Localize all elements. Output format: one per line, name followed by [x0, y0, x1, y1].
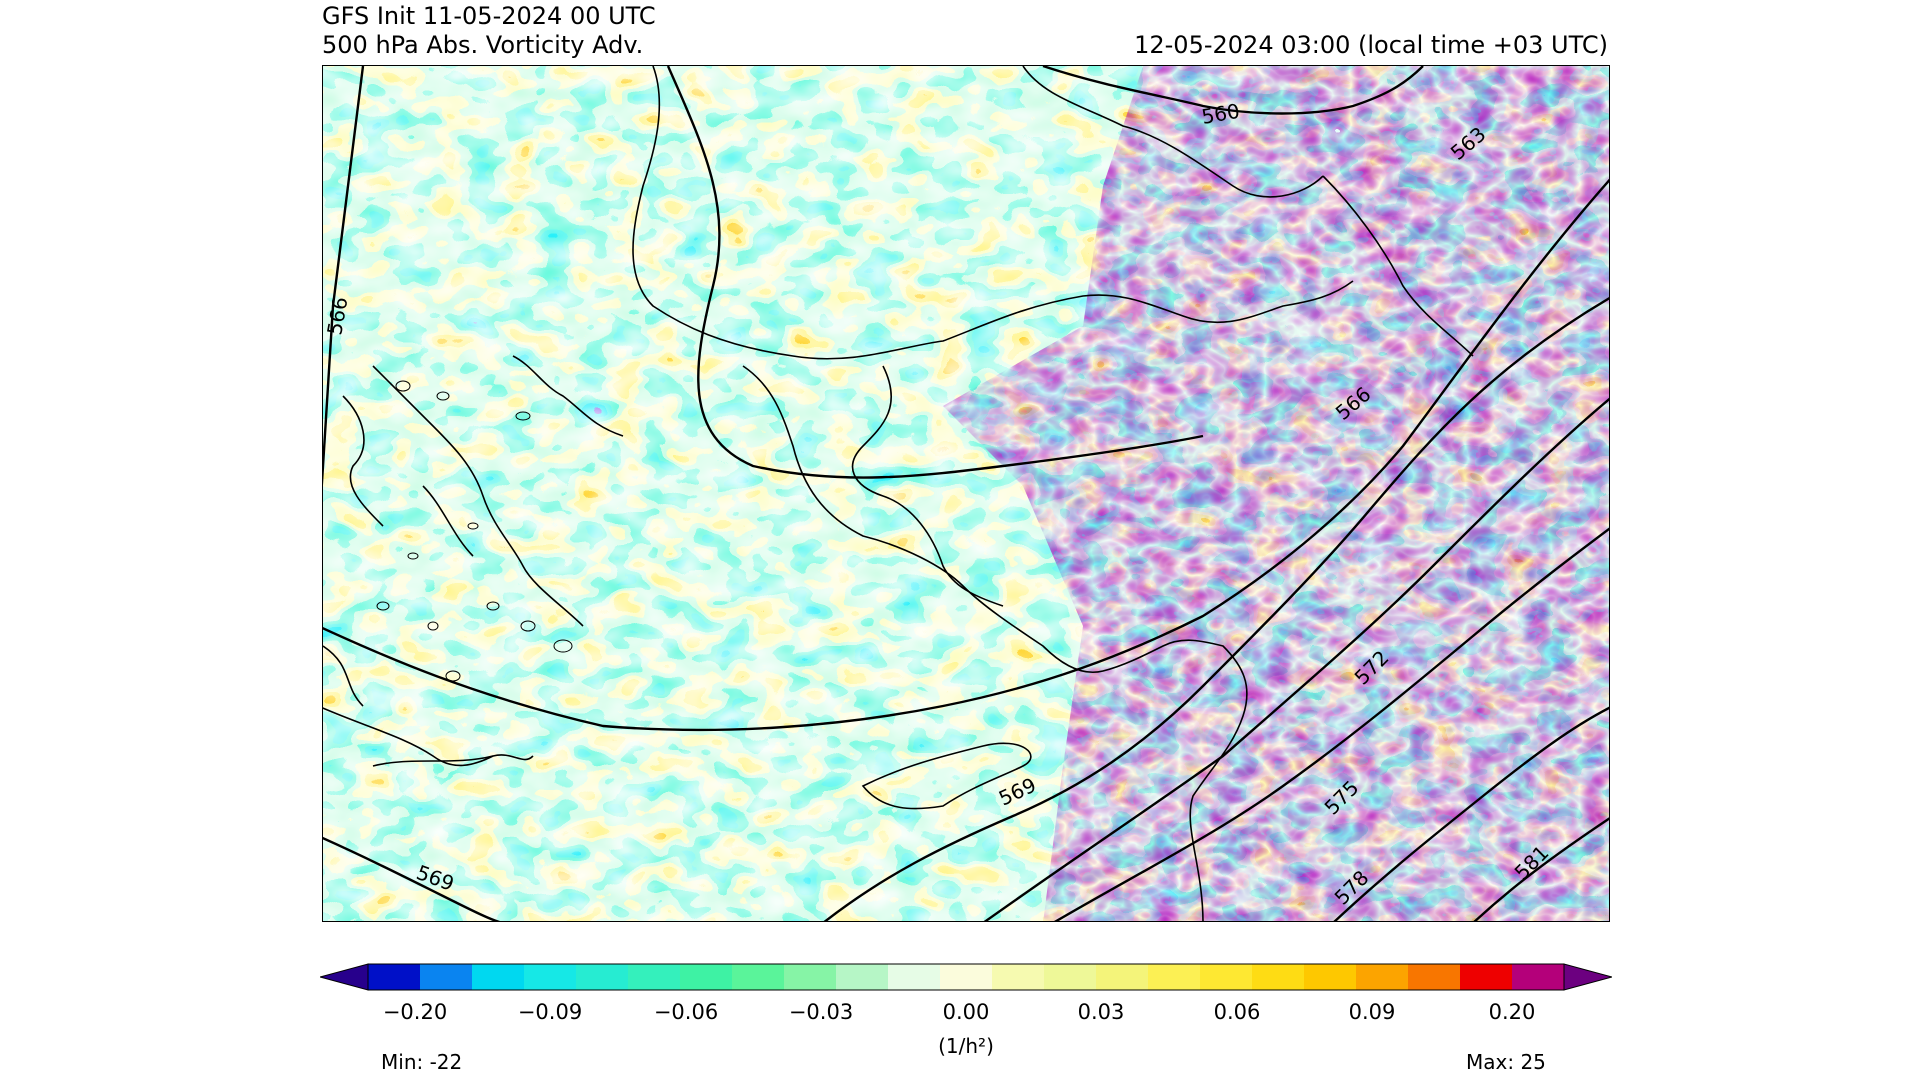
colorbar-segment: [524, 964, 577, 990]
colorbar-min-extend-arrow: [320, 963, 369, 991]
colorbar-tick-label: −0.03: [788, 1000, 854, 1024]
colorbar-tick-label: 0.20: [1488, 1000, 1536, 1024]
colorbar-segments: [368, 964, 1565, 990]
map-canvas: 560 563 566 566 569 569 572 575 578 581: [323, 66, 1609, 921]
map-title: GFS Init 11-05-2024 00 UTC 500 hPa Abs. …: [322, 2, 656, 60]
coastlines: [323, 66, 1474, 921]
colorbar-segment: [1460, 964, 1513, 990]
vorticity-advection-map: 560 563 566 566 569 569 572 575 578 581: [322, 65, 1610, 922]
colorbar-segment: [1148, 964, 1201, 990]
colorbar-segment: [628, 964, 681, 990]
colorbar-tick-labels: −0.20 −0.09 −0.06 −0.03 0.00 0.03 0.06 0…: [0, 1000, 1918, 1030]
colorbar-tick-label: −0.06: [653, 1000, 719, 1024]
colorbar-segment: [420, 964, 473, 990]
colorbar-segment: [472, 964, 525, 990]
colorbar-tick-label: 0.06: [1213, 1000, 1261, 1024]
field-name-label: 500 hPa Abs. Vorticity Adv.: [322, 31, 644, 59]
init-time-label: GFS Init 11-05-2024 00 UTC: [322, 2, 656, 30]
max-value-label: Max: 25: [1466, 1050, 1546, 1074]
colorbar: [320, 963, 1612, 991]
colorbar-tick-label: −0.09: [517, 1000, 583, 1024]
colorbar-segment: [1044, 964, 1097, 990]
colorbar-segment: [732, 964, 785, 990]
height-contours: [323, 66, 1609, 921]
colorbar-segment: [992, 964, 1045, 990]
colorbar-segment: [784, 964, 837, 990]
colorbar-segment: [1512, 964, 1565, 990]
colorbar-tick-label: 0.09: [1348, 1000, 1396, 1024]
colorbar-segment: [1252, 964, 1305, 990]
colorbar-unit-label: (1/h²): [938, 1034, 994, 1058]
valid-time-label: 12-05-2024 03:00 (local time +03 UTC): [1134, 31, 1608, 59]
colorbar-tick-label: 0.03: [1077, 1000, 1125, 1024]
colorbar-max-extend-arrow: [1563, 963, 1612, 991]
colorbar-segment: [1200, 964, 1253, 990]
colorbar-tick-label: 0.00: [942, 1000, 990, 1024]
colorbar-segment: [1304, 964, 1357, 990]
colorbar-segment: [940, 964, 993, 990]
colorbar-segment: [1408, 964, 1461, 990]
islands: [376, 380, 573, 682]
colorbar-segment: [368, 964, 421, 990]
min-value-label: Min: -22: [381, 1050, 463, 1074]
colorbar-segment: [1096, 964, 1149, 990]
colorbar-segment: [680, 964, 733, 990]
colorbar-segment: [836, 964, 889, 990]
colorbar-tick-label: −0.20: [382, 1000, 448, 1024]
colorbar-segment: [576, 964, 629, 990]
colorbar-segment: [1356, 964, 1409, 990]
colorbar-segment: [888, 964, 941, 990]
colorbar-outline: [367, 963, 1565, 991]
